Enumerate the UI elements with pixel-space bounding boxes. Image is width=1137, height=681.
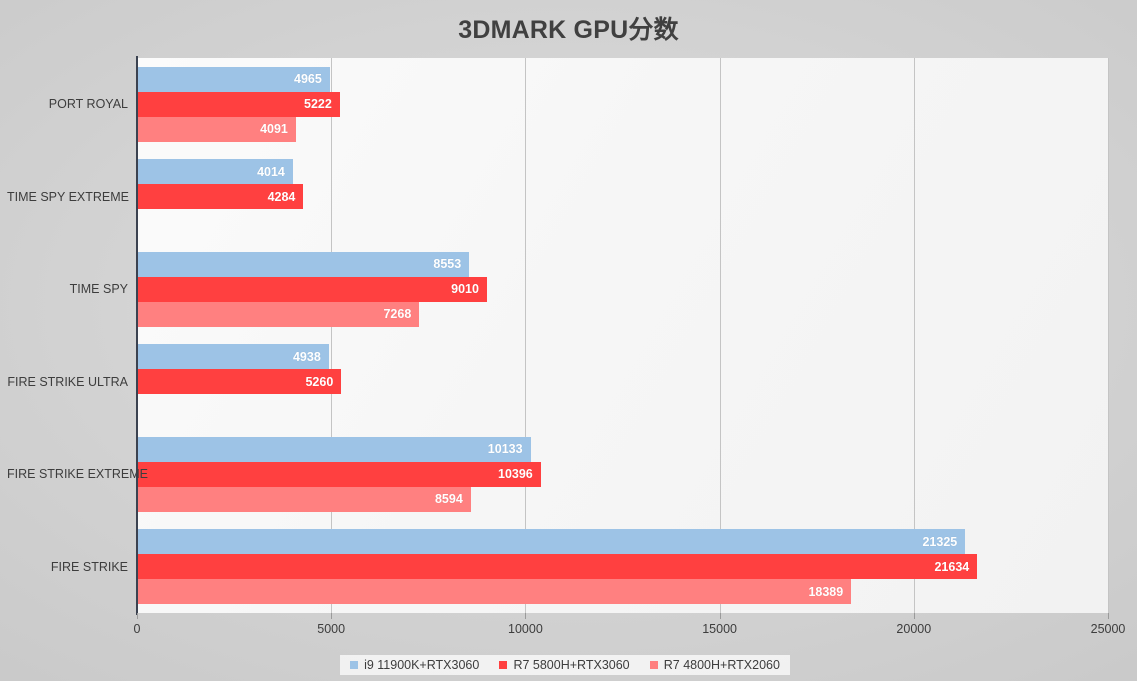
bar-value-label: 5260 xyxy=(305,374,334,389)
gridline xyxy=(913,58,915,613)
gridline xyxy=(1108,58,1109,613)
bar[interactable]: 8594 xyxy=(137,486,471,512)
x-axis-tick xyxy=(525,613,527,619)
bar[interactable]: 4284 xyxy=(137,184,304,210)
x-axis-tick-label: 5000 xyxy=(317,622,346,636)
bar[interactable]: 21634 xyxy=(137,554,978,580)
category-label: FIRE STRIKE xyxy=(50,559,128,574)
legend-swatch-icon xyxy=(649,661,658,669)
x-axis-tick-label: 25000 xyxy=(1090,622,1126,636)
bar[interactable]: 5260 xyxy=(137,369,342,395)
legend-label: R7 5800H+RTX3060 xyxy=(513,658,630,672)
x-axis-tick-label: 15000 xyxy=(702,622,737,636)
x-axis-tick-label: 10000 xyxy=(508,622,543,636)
bar-value-label: 4284 xyxy=(267,189,296,204)
x-axis-tick-label: 0 xyxy=(133,622,141,636)
plot-area: 4965 5222 4091 4014 4284 8553 9010 7268 4938 5260… xyxy=(137,58,1109,613)
legend-swatch-icon xyxy=(499,661,508,669)
bar-value-label: 4091 xyxy=(260,122,288,137)
bar-value-label: 10396 xyxy=(498,467,533,482)
bar[interactable]: 18389 xyxy=(137,579,852,605)
gridline xyxy=(525,58,527,613)
bar-value-label: 4014 xyxy=(257,164,285,179)
bar[interactable]: 4091 xyxy=(137,116,296,142)
x-axis-tick-label: 20000 xyxy=(896,622,932,636)
bar[interactable]: 8553 xyxy=(137,251,470,277)
legend-swatch-icon xyxy=(350,661,359,669)
x-axis-tick xyxy=(331,613,333,619)
category-label: TIME SPY EXTREME xyxy=(7,189,130,204)
legend-label: R7 4800H+RTX2060 xyxy=(663,658,780,672)
bar-value-label: 5222 xyxy=(304,97,332,112)
legend-item[interactable]: i9 11900K+RTX3060 xyxy=(350,658,479,672)
bar-value-label: 8594 xyxy=(434,492,463,507)
x-axis-tick xyxy=(719,613,721,619)
bar-value-label: 18389 xyxy=(808,584,844,599)
y-axis-line xyxy=(136,56,138,615)
gridline xyxy=(331,58,333,613)
bar-value-label: 4938 xyxy=(292,349,321,364)
bar[interactable]: 7268 xyxy=(137,301,420,327)
x-axis-tick xyxy=(137,613,138,619)
legend-item[interactable]: R7 4800H+RTX2060 xyxy=(649,658,780,672)
x-axis: 0 5000 10000 15000 20000 25000 xyxy=(0,613,1137,643)
category-label: FIRE STRIKE ULTRA xyxy=(7,374,128,389)
legend-item[interactable]: R7 5800H+RTX3060 xyxy=(499,658,630,672)
bar[interactable]: 5222 xyxy=(137,91,340,117)
bar[interactable]: 4965 xyxy=(137,66,330,92)
bar-value-label: 7268 xyxy=(383,307,412,322)
gridline xyxy=(719,58,721,613)
category-label: FIRE STRIKE EXTREME xyxy=(7,467,148,482)
chart-legend: i9 11900K+RTX3060 R7 5800H+RTX3060 R7 4800… xyxy=(340,655,790,675)
bar-value-label: 21634 xyxy=(934,559,970,574)
x-axis-tick xyxy=(1108,613,1109,619)
category-label: TIME SPY xyxy=(69,282,128,297)
category-axis-labels: PORT ROYAL TIME SPY EXTREME TIME SPY FIRE S… xyxy=(0,0,148,681)
chart-title: 3DMARK GPU分数 xyxy=(458,16,679,44)
bar-value-label: 10133 xyxy=(487,442,523,457)
bar[interactable]: 9010 xyxy=(137,276,487,302)
bar[interactable]: 4938 xyxy=(137,344,329,370)
bar[interactable]: 21325 xyxy=(137,529,966,555)
bar-value-label: 21325 xyxy=(922,534,958,549)
bar-value-label: 8553 xyxy=(433,257,462,272)
bar-value-label: 4965 xyxy=(294,72,322,87)
x-axis-tick xyxy=(913,613,915,619)
bar-value-label: 9010 xyxy=(451,282,479,297)
bar[interactable]: 10396 xyxy=(137,461,541,487)
category-label: PORT ROYAL xyxy=(48,97,128,112)
legend-label: i9 11900K+RTX3060 xyxy=(364,658,480,672)
bar[interactable]: 10133 xyxy=(137,436,531,462)
bar[interactable]: 4014 xyxy=(137,159,293,185)
